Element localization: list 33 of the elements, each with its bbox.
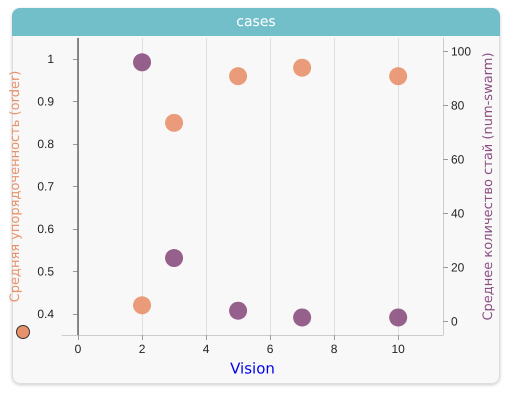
y-tick-label: 1 — [47, 52, 54, 66]
x-tick-label: 2 — [138, 342, 146, 356]
y-tick-label: 0.7 — [37, 180, 54, 194]
y2-tick-label: 0 — [451, 314, 458, 328]
point — [389, 308, 408, 326]
y-tick-label: 0.4 — [37, 306, 54, 321]
x-tick-label: 0 — [74, 342, 82, 356]
point — [229, 302, 248, 320]
x-tick-label: 4 — [202, 342, 210, 356]
y2-tick-label: 60 — [451, 152, 465, 166]
point — [165, 114, 184, 132]
y2-tick-label: 100 — [451, 44, 472, 58]
point — [293, 308, 312, 326]
point — [389, 67, 408, 86]
y2-axis-title: Среднее количество стай (num-swarm) — [480, 52, 496, 321]
point — [165, 249, 184, 268]
x-axis-title: Vision — [230, 360, 275, 378]
chart-title: cases — [12, 8, 500, 36]
point — [133, 296, 152, 314]
point — [133, 53, 152, 72]
y-axis-title: Средняя упорядоченность (order) — [8, 70, 23, 302]
point — [229, 67, 248, 86]
x-tick-label: 6 — [266, 342, 274, 356]
y-tick-label: 0.5 — [37, 264, 54, 278]
point — [293, 58, 312, 77]
y2-tick-label: 40 — [451, 206, 465, 220]
y-tick-label: 0.9 — [37, 94, 54, 109]
y2-tick-label: 80 — [451, 98, 465, 112]
x-tick-label: 10 — [391, 342, 406, 356]
y-tick-label: 0.6 — [37, 222, 54, 236]
y2-tick-label: 20 — [451, 260, 465, 274]
x-tick-label: 8 — [330, 342, 338, 356]
y-tick-label: 0.8 — [37, 137, 54, 152]
